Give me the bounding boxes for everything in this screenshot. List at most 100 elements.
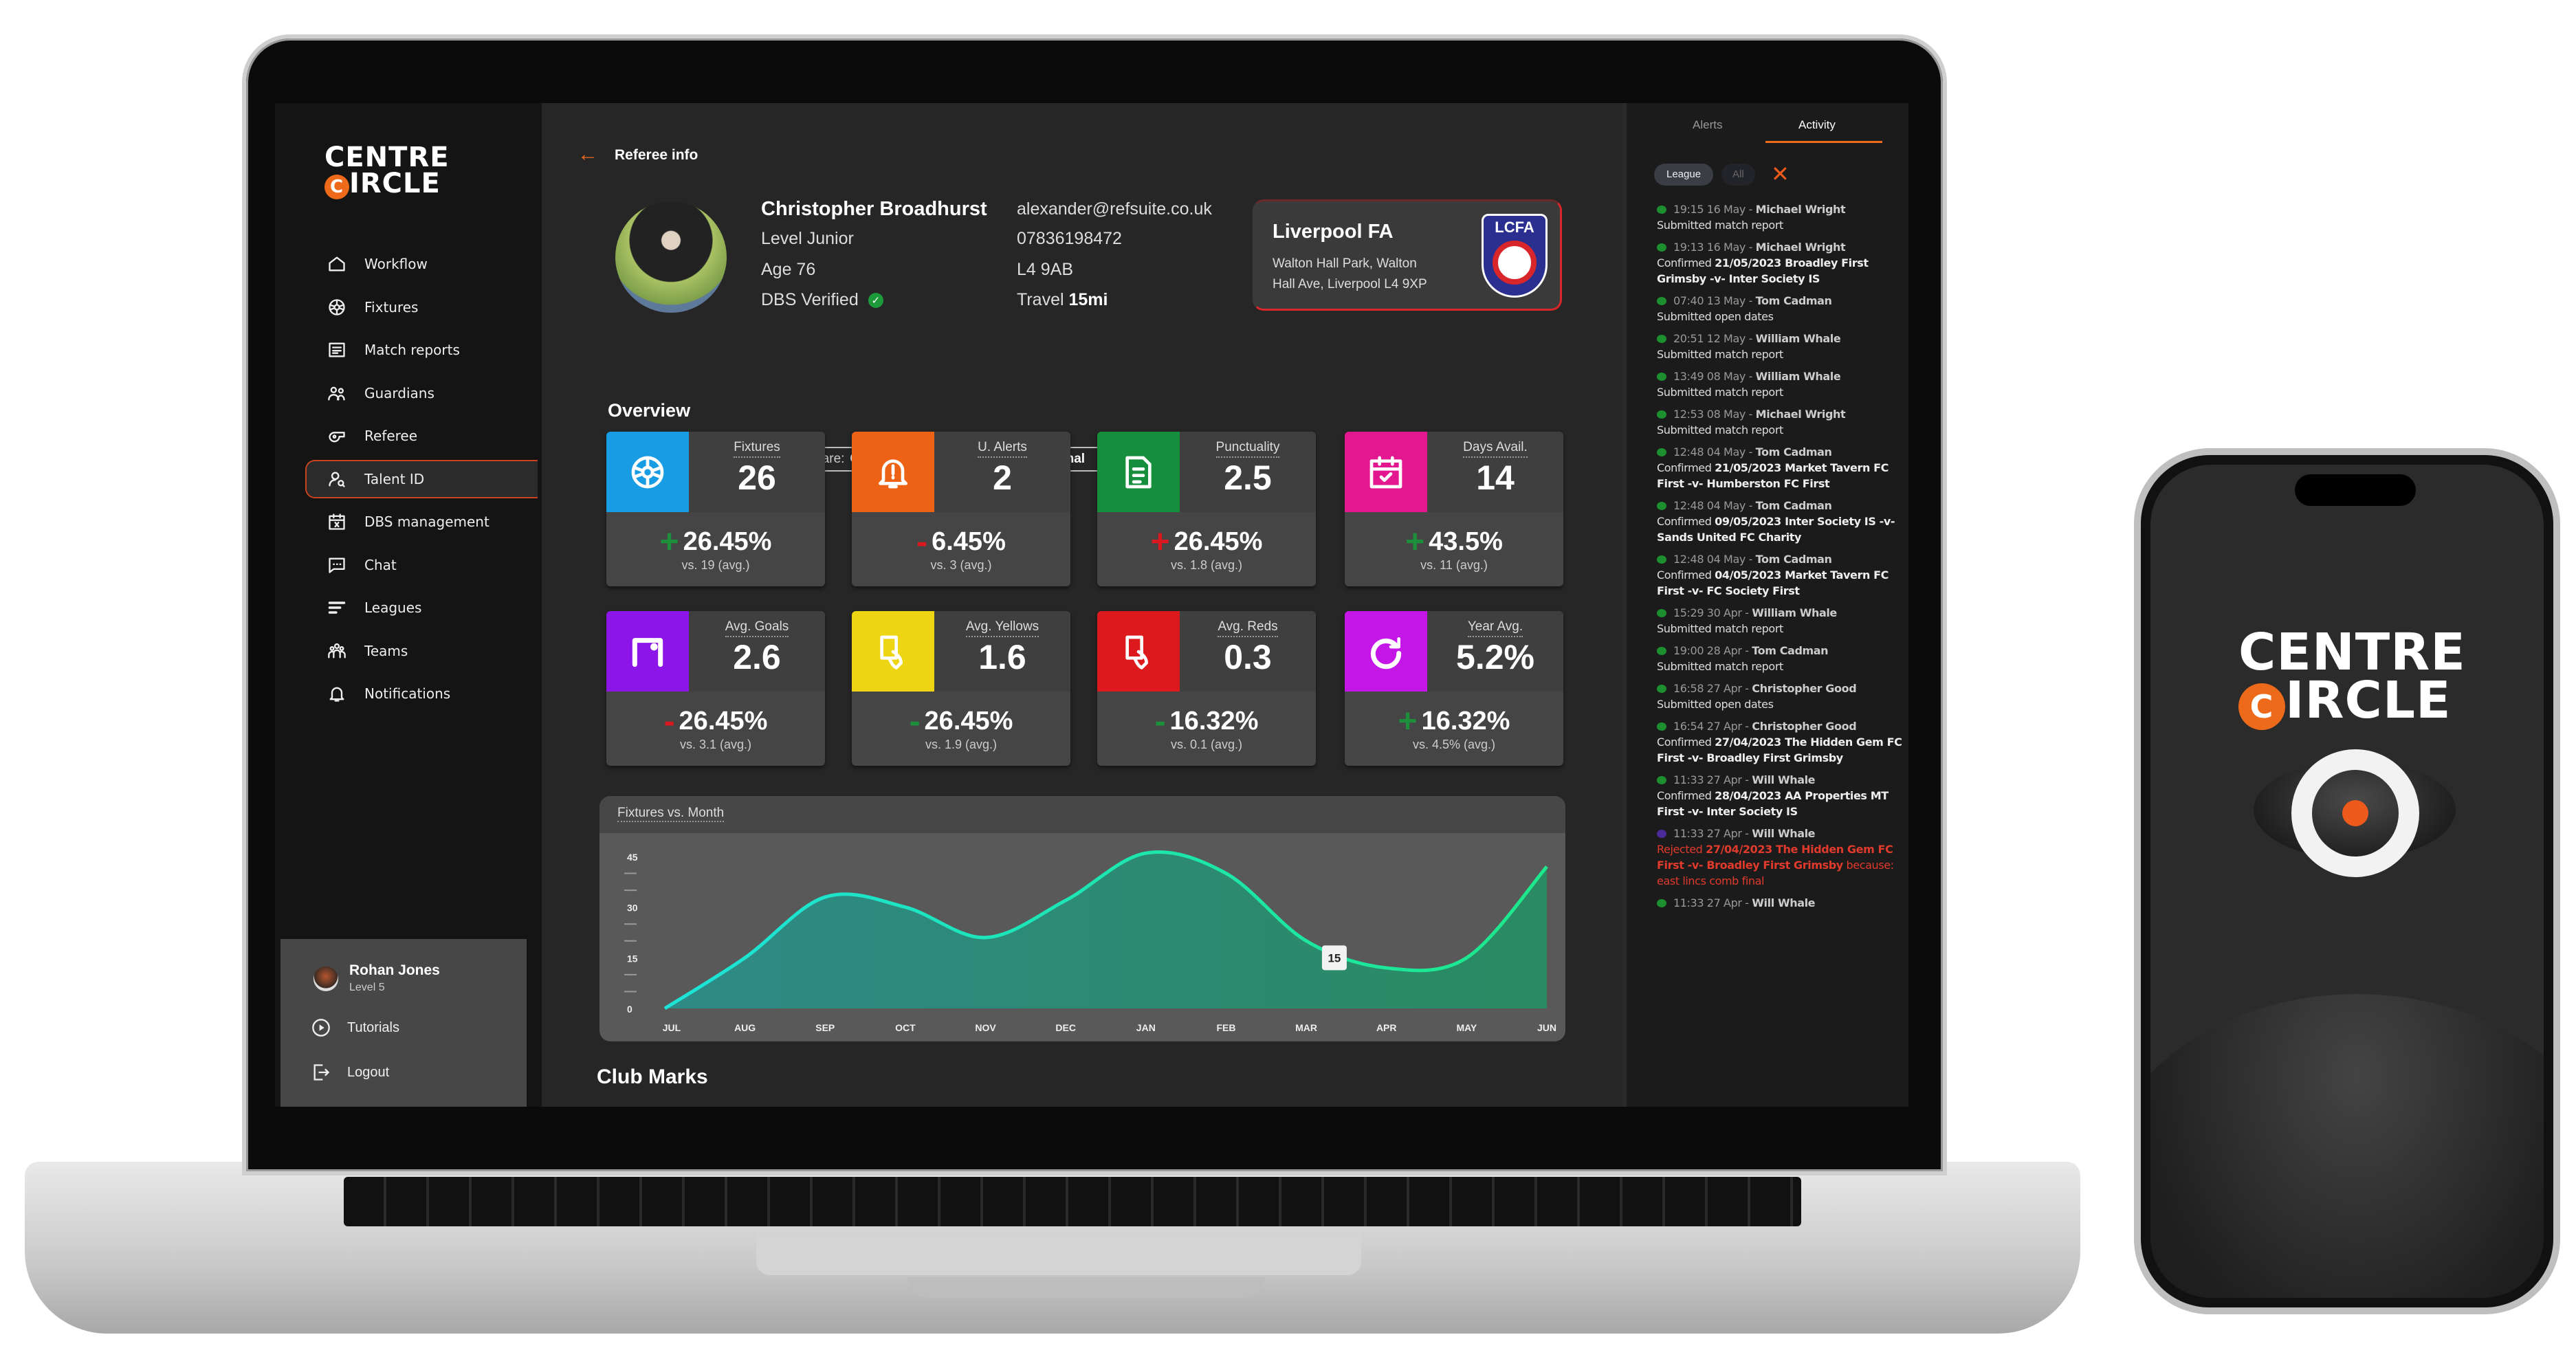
activity-item: 11:33 27 Apr - Will Whale Rejected 27/04… — [1657, 827, 1894, 887]
back-arrow-icon[interactable]: ← — [577, 143, 598, 166]
series-line — [663, 850, 1548, 1010]
sidebar-item-guardians[interactable]: Guardians — [307, 374, 539, 412]
sidebar: CENTRE C IRCLE Workflow Fixtures Match repo… — [275, 103, 542, 1107]
activity-user: Will Whale — [1752, 773, 1816, 786]
sidebar-item-dbs-management[interactable]: DBS management — [307, 502, 539, 541]
referee-avatar — [615, 201, 727, 313]
sidebar-item-leagues[interactable]: Leagues — [307, 588, 539, 627]
kpi-label: Avg. Yellows — [965, 619, 1039, 637]
plus-icon: + — [1150, 523, 1170, 560]
sidebar-item-label: Leagues — [364, 599, 422, 616]
page-title: Referee info — [615, 147, 698, 163]
sidebar-user-section: Rohan Jones Level 5 Tutorials Logout — [280, 939, 527, 1107]
logout-link[interactable]: Logout — [311, 1063, 389, 1082]
filter-all[interactable]: All — [1721, 164, 1755, 186]
calendar-x-icon — [329, 513, 345, 530]
activity-detail: 28/04/2023 AA Properties MT First -v- In… — [1657, 789, 1889, 818]
kpi-value: 1.6 — [978, 638, 1026, 676]
logo-line2: IRCLE — [349, 168, 441, 199]
activity-item: 19:13 16 May - Michael Wright Confirmed … — [1657, 241, 1869, 285]
kpi-card-avg-goals[interactable]: Avg. Goals 2.6 -26.45% vs. 3.1 (avg.) — [606, 611, 825, 766]
activity-item: 12:53 08 May - Michael Wright Submitted … — [1657, 408, 1846, 437]
user-avatar[interactable] — [313, 966, 338, 991]
sidebar-item-workflow[interactable]: Workflow — [307, 245, 539, 283]
filter-league[interactable]: League — [1654, 164, 1714, 186]
activity-detail: 21/05/2023 Broadley First Grimsby -v- In… — [1657, 256, 1869, 285]
goal-icon — [632, 637, 663, 667]
chart-title: Fixtures vs. Month — [617, 806, 725, 822]
x-tick-label: OCT — [895, 1022, 916, 1033]
kpi-card-year-avg[interactable]: Year Avg. 5.2% +16.32% vs. 4.5% (avg.) — [1345, 611, 1563, 766]
status-dot-icon — [1657, 297, 1666, 305]
clear-filter-close-icon[interactable]: ✕ — [1771, 162, 1790, 186]
yellow-card-icon — [880, 635, 903, 670]
sidebar-item-talent-id[interactable]: Talent ID — [305, 459, 538, 498]
tab-alerts[interactable]: Alerts — [1693, 118, 1723, 131]
referee-phone: 07836198472 — [1017, 229, 1122, 248]
sidebar-item-notifications[interactable]: Notifications — [307, 674, 539, 713]
sidebar-item-teams[interactable]: Teams — [307, 632, 539, 670]
activity-item: 19:15 16 May - Michael Wright Submitted … — [1657, 203, 1846, 232]
phone-mockup: CENTRE C IRCLE — [2134, 448, 2560, 1314]
activity-user: Christopher Good — [1752, 720, 1857, 733]
kpi-delta: 16.32% — [1421, 707, 1510, 736]
kpi-label: Avg. Reds — [1218, 619, 1278, 637]
bars-icon — [328, 601, 346, 614]
kpi-card-punctuality[interactable]: Punctuality 2.5 +26.45% vs. 1.8 (avg.) — [1097, 432, 1316, 586]
activity-detail: 21/05/2023 Market Tavern FC First -v- Hu… — [1657, 461, 1889, 490]
activity-item: 11:33 27 Apr - Will Whale Confirmed 28/0… — [1657, 773, 1889, 818]
activity-action: Submitted open dates — [1657, 698, 1774, 711]
x-tick-label: MAY — [1456, 1022, 1477, 1033]
kpi-value: 0.3 — [1224, 638, 1272, 676]
referee-name: Christopher Broadhurst — [761, 198, 987, 220]
sidebar-item-label: Notifications — [364, 685, 451, 702]
tab-activity[interactable]: Activity — [1798, 118, 1836, 131]
club-marks-heading: Club Marks — [597, 1065, 708, 1088]
kpi-comparison: vs. 4.5% (avg.) — [1412, 738, 1496, 751]
brand-logo[interactable]: CENTRE C IRCLE — [324, 144, 450, 199]
activity-item: 12:48 04 May - Tom Cadman Confirmed 21/0… — [1657, 445, 1889, 490]
users-icon — [328, 386, 345, 400]
travel-value: 15mi — [1068, 290, 1108, 309]
status-dot-icon — [1657, 243, 1666, 252]
kpi-card-days-avail[interactable]: Days Avail. 14 +43.5% vs. 11 (avg.) — [1345, 432, 1563, 586]
kpi-card-avg-reds[interactable]: Avg. Reds 0.3 -16.32% vs. 0.1 (avg.) — [1097, 611, 1316, 766]
sidebar-item-label: Fixtures — [364, 298, 419, 316]
home-icon — [329, 256, 345, 272]
tutorials-label: Tutorials — [347, 1019, 399, 1035]
kpi-card-avg-yellows[interactable]: Avg. Yellows 1.6 -26.45% vs. 1.9 (avg.) — [852, 611, 1070, 766]
status-dot-icon — [1657, 373, 1666, 381]
dbs-status: DBS Verified ✓ — [761, 290, 883, 310]
referee-postcode: L4 9AB — [1017, 260, 1074, 279]
activity-time: 11:33 27 Apr — [1673, 827, 1742, 840]
sidebar-item-fixtures[interactable]: Fixtures — [307, 288, 539, 327]
club-card[interactable]: Liverpool FA Walton Hall Park, Walton Ha… — [1253, 199, 1562, 311]
kpi-label: Days Avail. — [1463, 440, 1528, 458]
kpi-comparison: vs. 19 (avg.) — [681, 558, 750, 572]
sidebar-item-referee[interactable]: Referee — [307, 417, 539, 455]
referee-email[interactable]: alexander@refsuite.co.uk — [1017, 199, 1212, 219]
verified-check-icon: ✓ — [868, 292, 883, 308]
news-icon — [329, 342, 345, 357]
activity-item: 13:49 08 May - William Whale Submitted m… — [1657, 370, 1841, 399]
kpi-card-u-alerts[interactable]: U. Alerts 2 -6.45% vs. 3 (avg.) — [852, 432, 1070, 586]
y-tick-label: 15 — [627, 953, 638, 964]
activity-time: 19:00 28 Apr — [1673, 644, 1742, 657]
football-ball-image — [2150, 994, 2544, 1298]
sidebar-item-match-reports[interactable]: Match reports — [307, 331, 539, 369]
activity-time: 16:54 27 Apr — [1673, 720, 1742, 733]
activity-reason: because: east lincs comb final — [1657, 859, 1894, 887]
tutorials-link[interactable]: Tutorials — [311, 1018, 399, 1037]
laptop-lid-notch — [907, 1277, 1265, 1298]
kpi-card-fixtures[interactable]: Fixtures 26 +26.45% vs. 19 (avg.) — [606, 432, 825, 586]
status-dot-icon — [1657, 410, 1666, 419]
sidebar-item-chat[interactable]: Chat — [307, 546, 539, 584]
x-tick-label: APR — [1376, 1022, 1397, 1033]
x-tick-label: JAN — [1136, 1022, 1156, 1033]
activity-item: 12:48 04 May - Tom Cadman Confirmed 04/0… — [1657, 553, 1889, 597]
bell-icon — [329, 687, 344, 702]
activity-user: Tom Cadman — [1755, 294, 1832, 307]
dbs-label: DBS Verified — [761, 290, 859, 309]
status-dot-icon — [1657, 722, 1666, 731]
referee-age: Age 76 — [761, 260, 816, 279]
